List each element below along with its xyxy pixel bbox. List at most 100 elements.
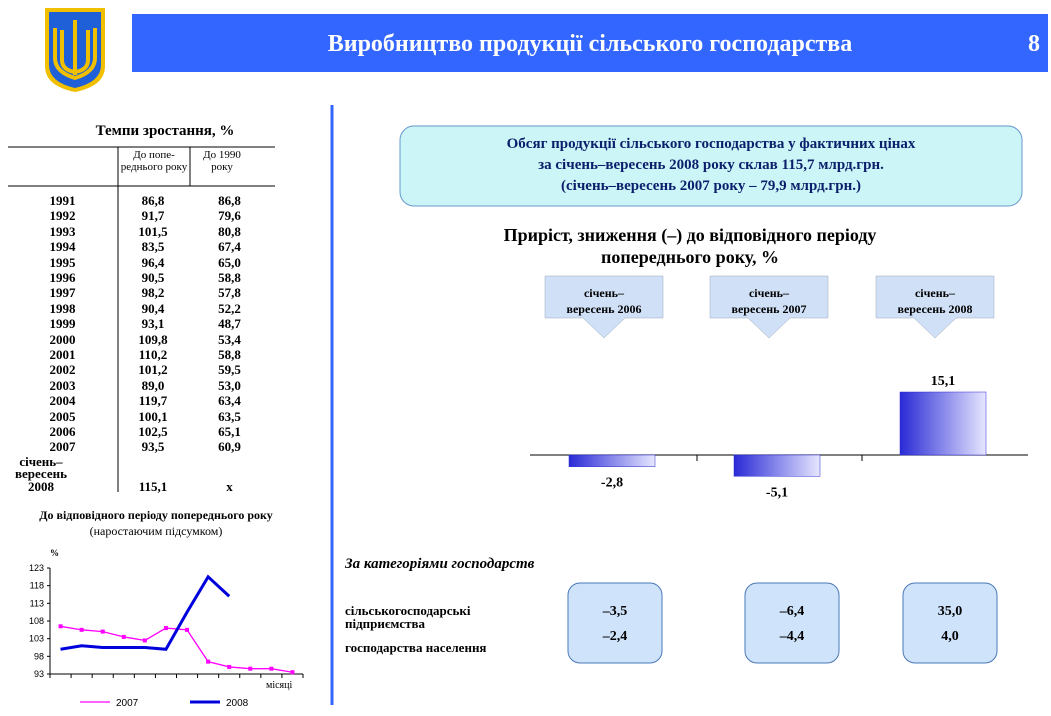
table-cell: 58,8 xyxy=(218,347,241,362)
callout xyxy=(875,275,995,339)
row-label: сільськогосподарські підприємства xyxy=(345,603,471,631)
table-cell: 79,6 xyxy=(218,208,241,224)
point xyxy=(163,626,168,631)
point xyxy=(248,666,253,671)
legend-label: 2007 xyxy=(116,698,139,709)
table-cell: 65,1 xyxy=(218,424,241,439)
table-cell: 53,4 xyxy=(218,331,241,347)
table-cell: 65,0 xyxy=(218,254,241,270)
table-cell: 93,5 xyxy=(141,439,165,455)
table-cell: 93,1 xyxy=(141,316,165,332)
category-value: –6,4 xyxy=(779,604,805,619)
point xyxy=(269,666,274,671)
header-bar xyxy=(132,14,1048,72)
row-label: 2003 xyxy=(49,377,76,393)
row-label: господарства населення xyxy=(345,640,487,655)
y-tick-label: 123 xyxy=(29,563,44,573)
chart-subtitle: (наростаючим підсумком) xyxy=(89,524,223,538)
y-tick-label: 118 xyxy=(30,581,44,591)
slide-title: Виробництво продукції сільського господа… xyxy=(327,31,853,57)
row-label: 2000 xyxy=(49,331,76,347)
value-label: -2,8 xyxy=(601,476,623,491)
bar xyxy=(733,454,821,477)
y-axis-label: % xyxy=(50,548,59,558)
y-tick-label: 98 xyxy=(34,651,44,661)
table-cell: 101,2 xyxy=(138,362,168,378)
y-tick-label: 108 xyxy=(29,616,44,626)
table-cell: 63,5 xyxy=(218,408,241,424)
table-cell: 80,8 xyxy=(218,223,241,239)
table-cell: 91,7 xyxy=(141,208,165,224)
category-box xyxy=(744,582,840,664)
category-value: 4,0 xyxy=(941,629,959,644)
section-title: За категоріями господарств xyxy=(345,556,535,572)
table-cell: 53,0 xyxy=(218,377,241,393)
row-label: 1995 xyxy=(49,254,76,270)
summary-line: (січень–вересень 2007 року – 79,9 млрд.г… xyxy=(561,178,861,194)
category-box xyxy=(902,582,998,664)
table-cell: 102,5 xyxy=(138,424,168,439)
table-cell: 96,4 xyxy=(141,254,165,270)
table-cell: 101,5 xyxy=(138,223,168,239)
table-cell: 52,2 xyxy=(218,300,241,316)
legend-label: 2008 xyxy=(226,698,249,709)
chart-title: До відповідного періоду попереднього рок… xyxy=(39,508,273,522)
table-lines xyxy=(8,146,275,492)
point xyxy=(185,627,190,632)
table-cell: 63,4 xyxy=(218,393,241,409)
row-label: 1997 xyxy=(49,285,76,301)
row-label: 1998 xyxy=(49,300,76,316)
row-label: 2004 xyxy=(49,393,76,409)
table-cell: 57,8 xyxy=(218,285,241,301)
point xyxy=(290,670,295,675)
y-tick-label: 103 xyxy=(29,634,44,644)
table-cell: 90,5 xyxy=(141,270,165,285)
category-box xyxy=(567,582,663,664)
row-label: 2006 xyxy=(49,424,76,439)
point xyxy=(227,664,232,669)
y-tick-label: 93 xyxy=(34,669,44,679)
point xyxy=(58,624,63,629)
table-cell: 48,7 xyxy=(218,316,241,332)
category-value: –2,4 xyxy=(602,629,628,644)
table-cell: 58,8 xyxy=(218,270,241,285)
category-label: січень–вересень 2008 xyxy=(897,286,973,316)
table-cell: 100,1 xyxy=(138,408,168,424)
table-cell: 109,8 xyxy=(138,331,168,347)
column-header: До 1990 року xyxy=(203,149,241,173)
point xyxy=(79,627,84,632)
point xyxy=(206,659,211,664)
row-label: 2002 xyxy=(49,362,76,378)
callout xyxy=(544,275,664,339)
row-label: 1992 xyxy=(49,208,76,224)
row-label: 1999 xyxy=(49,316,76,332)
row-label: 1991 xyxy=(49,193,76,208)
table-cell: 86,8 xyxy=(141,193,165,208)
table-cell: 83,5 xyxy=(141,239,165,255)
table-cell: 60,9 xyxy=(218,439,241,455)
column-header: До попе-реднього року xyxy=(120,149,188,173)
table-cell: 59,5 xyxy=(218,362,241,378)
table-cell: 110,2 xyxy=(138,347,168,362)
trident xyxy=(53,20,97,81)
row-label: 2007 xyxy=(49,439,76,455)
table-cell: 67,4 xyxy=(218,239,241,255)
category-value: –3,5 xyxy=(602,604,628,619)
y-tick-label: 113 xyxy=(30,598,44,608)
table-cell: 90,4 xyxy=(141,300,165,316)
summary-box xyxy=(399,125,1023,207)
table-cell: 119,7 xyxy=(138,393,168,409)
row-label: 2001 xyxy=(49,347,76,362)
x-axis-label: місяці xyxy=(266,680,293,691)
bar xyxy=(568,454,656,467)
point xyxy=(100,629,105,634)
row-label: 2005 xyxy=(49,408,76,424)
category-value: –4,4 xyxy=(779,629,805,644)
table-cell: 89,0 xyxy=(141,377,165,393)
category-label: січень–вересень 2006 xyxy=(566,286,642,316)
callout xyxy=(709,275,829,339)
series-line xyxy=(60,574,231,651)
point xyxy=(142,638,147,643)
